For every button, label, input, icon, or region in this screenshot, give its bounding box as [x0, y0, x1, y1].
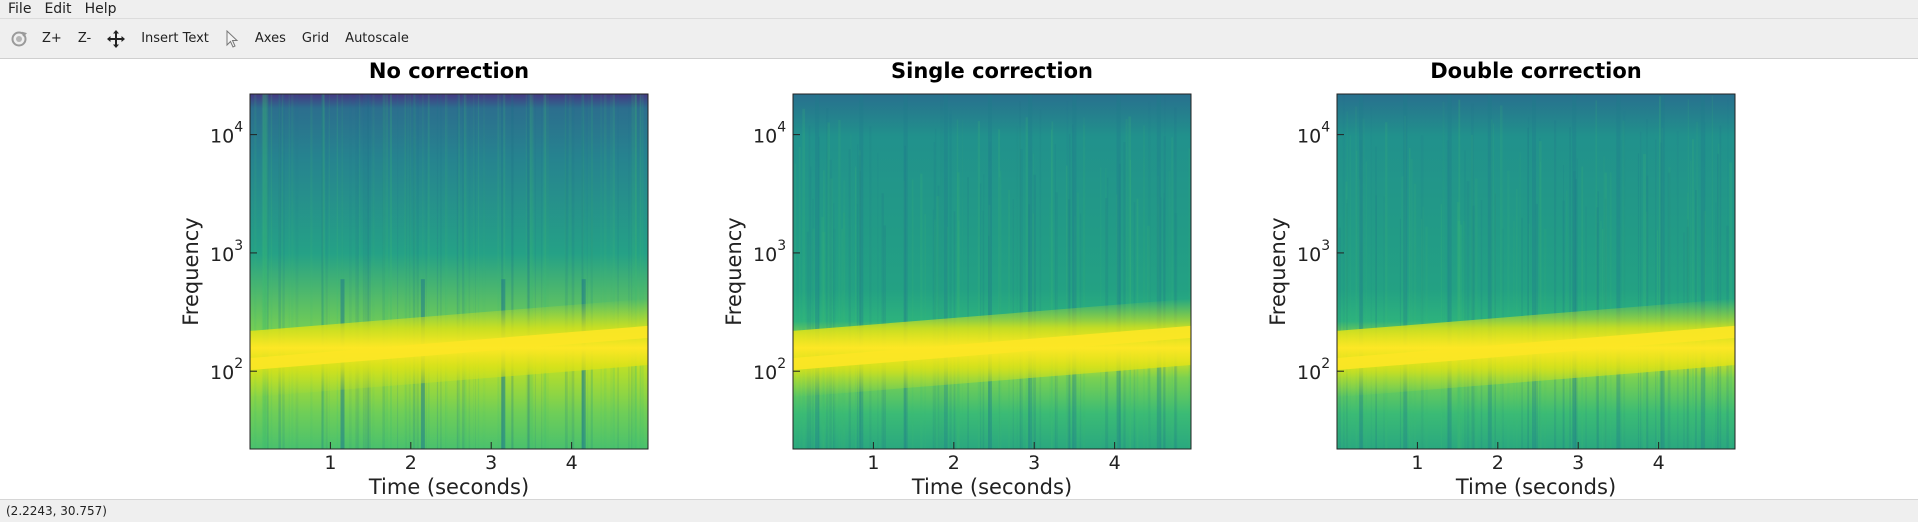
y-tick-label: 103 — [210, 238, 243, 266]
menu-file[interactable]: File — [8, 1, 32, 17]
x-tick-label: 3 — [485, 452, 497, 474]
spectrogram-panel-1: No correction 1 2 3 4 104 103 102 Time (seconds)… — [179, 59, 649, 499]
y-tick-label: 102 — [210, 356, 243, 384]
plot-area — [793, 94, 1191, 449]
menu-edit[interactable]: Edit — [44, 1, 72, 17]
x-tick-label: 2 — [405, 452, 417, 474]
x-tick-label: 1 — [867, 452, 879, 474]
chart-title: Single correction — [891, 59, 1093, 83]
x-tick-label: 3 — [1572, 452, 1584, 474]
spectrogram-panel-3: Double correction 1 2 3 4 104 103 102 Time (seco… — [1266, 59, 1736, 499]
spectrogram-panel-2: Single correction 1 2 3 4 104 103 102 Time (seco… — [722, 59, 1192, 499]
segment-boundaries — [815, 94, 1161, 449]
segment-boundaries — [1359, 94, 1705, 449]
spectrogram-texture — [254, 94, 644, 449]
figure-canvas[interactable]: No correction 1 2 3 4 104 103 102 Time (seconds)… — [0, 59, 1918, 499]
pan-icon — [107, 29, 126, 48]
y-axis-label: Frequency — [179, 217, 203, 326]
grid-button[interactable]: Grid — [301, 31, 330, 46]
axes-frame — [792, 93, 1192, 450]
fundamental-line — [1337, 325, 1735, 371]
x-axis-label: Time (seconds) — [1455, 475, 1616, 499]
y-tick-label: 103 — [1297, 238, 1330, 266]
toolbar: Z+ Z- Insert Text Axes Grid Autoscale — [0, 19, 1918, 59]
zoom-in-button[interactable]: Z+ — [42, 31, 62, 46]
axes-button[interactable]: Axes — [254, 31, 286, 46]
x-axis-label: Time (seconds) — [368, 475, 529, 499]
menu-help[interactable]: Help — [84, 1, 117, 17]
x-tick-label: 1 — [324, 452, 336, 474]
x-tick-label: 3 — [1028, 452, 1040, 474]
y-tick-label: 102 — [753, 356, 786, 384]
rotate-button[interactable] — [0, 24, 34, 54]
chart-title: No correction — [369, 59, 529, 83]
plot-area — [1337, 94, 1735, 449]
axes-frame — [1336, 93, 1736, 450]
y-axis-label: Frequency — [722, 217, 746, 326]
fundamental-line — [793, 325, 1191, 371]
select-pointer-icon — [225, 29, 239, 48]
y-tick-label: 104 — [1297, 120, 1330, 148]
y-tick-label: 102 — [1297, 356, 1330, 384]
rotate-icon — [10, 30, 28, 48]
y-axis-label: Frequency — [1266, 217, 1290, 326]
x-tick-label: 4 — [1653, 452, 1665, 474]
insert-text-button[interactable]: Insert Text — [141, 31, 209, 46]
chart-title: Double correction — [1430, 59, 1642, 83]
y-tick-label: 104 — [210, 120, 243, 148]
x-tick-label: 2 — [948, 452, 960, 474]
pan-button[interactable] — [99, 24, 133, 54]
x-tick-label: 4 — [566, 452, 578, 474]
x-tick-label: 2 — [1492, 452, 1504, 474]
select-button[interactable] — [217, 24, 247, 54]
coordinate-readout: (2.2243, 30.757) — [6, 504, 107, 518]
x-axis-label: Time (seconds) — [911, 475, 1072, 499]
fundamental-line — [250, 325, 648, 371]
y-tick-label: 103 — [753, 238, 786, 266]
x-tick-label: 1 — [1411, 452, 1423, 474]
axes-frame — [249, 93, 649, 450]
spectrogram-background — [250, 94, 648, 449]
plot-area — [250, 94, 648, 449]
zoom-out-button[interactable]: Z- — [77, 31, 92, 46]
x-tick-label: 4 — [1109, 452, 1121, 474]
status-bar: (2.2243, 30.757) — [0, 499, 1918, 522]
y-tick-label: 104 — [753, 120, 786, 148]
menu-bar: File Edit Help — [0, 0, 1918, 19]
figure-svg: No correction 1 2 3 4 104 103 102 Time (seconds)… — [179, 59, 1736, 499]
autoscale-button[interactable]: Autoscale — [345, 31, 409, 46]
